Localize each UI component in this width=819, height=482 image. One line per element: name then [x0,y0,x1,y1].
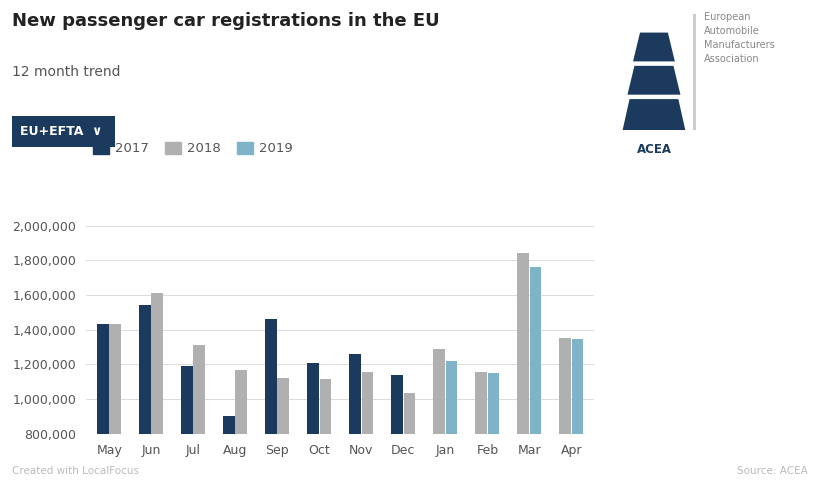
Bar [475,372,486,434]
Bar [559,338,571,434]
Bar [265,319,277,434]
Bar [223,416,235,434]
Bar [193,345,205,434]
Bar [349,354,360,434]
Bar [517,254,528,434]
Bar [109,324,121,434]
Bar [277,378,289,434]
Bar [445,361,457,434]
Text: 12 month trend: 12 month trend [12,65,120,79]
Polygon shape [622,99,685,130]
Text: Source: ACEA: Source: ACEA [736,466,807,476]
Text: ACEA: ACEA [636,144,671,157]
Polygon shape [632,33,674,61]
Text: Created with LocalFocus: Created with LocalFocus [12,466,139,476]
Polygon shape [627,66,680,94]
Bar [403,393,414,434]
Bar [529,267,541,434]
Bar [152,293,163,434]
Bar [361,372,373,434]
Text: New passenger car registrations in the EU: New passenger car registrations in the E… [12,12,439,30]
Legend: 2017, 2018, 2019: 2017, 2018, 2019 [88,137,298,161]
Bar [571,339,582,434]
Bar [391,375,403,434]
Text: EU+EFTA  ∨: EU+EFTA ∨ [20,125,102,138]
Bar [487,373,499,434]
Bar [235,371,247,434]
Text: European
Automobile
Manufacturers
Association: European Automobile Manufacturers Associ… [703,12,773,64]
Bar [139,306,151,434]
Bar [307,362,319,434]
Bar [319,379,331,434]
Bar [97,324,109,434]
Bar [181,366,192,434]
Bar [432,349,445,434]
